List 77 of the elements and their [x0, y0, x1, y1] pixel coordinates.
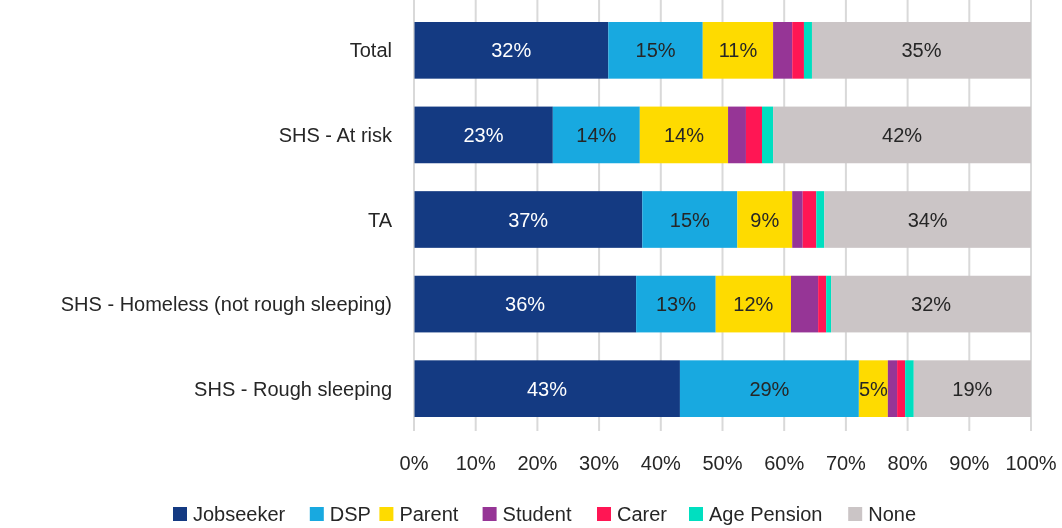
legend-label: Student [502, 503, 572, 525]
bar [639, 106, 729, 164]
data-label: 12% [733, 293, 774, 316]
bar [792, 191, 803, 248]
y-tick-label: SHS - Homeless (not rough sleeping) [60, 293, 392, 316]
bar [897, 360, 906, 417]
bar [831, 275, 1031, 333]
bar [824, 191, 1031, 248]
x-tick-label: 80% [887, 452, 928, 474]
legend-label: DSP [329, 503, 371, 525]
bar [552, 106, 640, 164]
bar [818, 275, 827, 333]
bar [608, 22, 703, 79]
bar [745, 106, 762, 164]
bar [761, 106, 774, 164]
bar [826, 275, 832, 333]
bar [803, 22, 812, 79]
y-tick-label: SHS - At risk [278, 123, 393, 146]
legend-label: Age Pension [709, 503, 823, 525]
data-label: 19% [952, 377, 993, 400]
bar [816, 191, 825, 248]
legend-label: Carer [617, 503, 668, 525]
data-label: 29% [749, 377, 790, 400]
data-label: 5% [858, 377, 889, 400]
data-label: 23% [463, 123, 504, 146]
data-label: 14% [576, 123, 617, 146]
bar [802, 191, 817, 248]
data-label: 36% [505, 293, 546, 316]
x-tick-label: 10% [455, 452, 496, 474]
bar [773, 106, 1031, 164]
bar [642, 191, 738, 248]
bar [414, 106, 553, 164]
bar [913, 360, 1031, 417]
legend-label: Parent [399, 503, 459, 525]
bar [715, 275, 791, 333]
bar [773, 22, 793, 79]
data-label: 35% [901, 39, 942, 62]
x-tick-label: 90% [949, 452, 990, 474]
bar [414, 191, 643, 248]
bar [702, 22, 774, 79]
data-label: 32% [491, 39, 532, 62]
bar [414, 360, 680, 417]
bar [737, 191, 793, 248]
data-label: 15% [635, 39, 676, 62]
data-label: 14% [663, 123, 705, 146]
bar [792, 22, 804, 79]
legend-label: Jobseeker [193, 503, 286, 525]
x-tick-label: 30% [579, 452, 620, 474]
x-tick-label: 60% [764, 452, 805, 474]
bar [811, 22, 1031, 79]
bar [414, 275, 637, 333]
x-tick-label: 40% [640, 452, 682, 474]
data-label: 32% [911, 293, 952, 316]
data-label: 13% [655, 293, 697, 316]
y-tick-label: TA [367, 208, 393, 231]
bar [679, 360, 859, 417]
x-tick-label: 70% [825, 452, 867, 474]
bar [728, 106, 746, 164]
y-tick-label: Total [349, 39, 392, 62]
data-label: 42% [882, 123, 923, 146]
data-label: 43% [526, 377, 568, 400]
legend-label: None [868, 503, 917, 525]
data-label: 11% [718, 39, 758, 62]
data-label: 34% [907, 208, 948, 231]
data-label: 15% [669, 208, 711, 231]
bar [636, 275, 716, 333]
bar [414, 22, 609, 79]
x-tick-label: 20% [517, 452, 558, 474]
y-tick-label: SHS - Rough sleeping [194, 377, 392, 400]
data-label: 9% [750, 208, 780, 231]
x-tick-label: 0% [399, 452, 429, 474]
bar [905, 360, 914, 417]
x-tick-label: 100% [1005, 452, 1057, 474]
data-label: 37% [508, 208, 549, 231]
x-tick-label: 50% [702, 452, 743, 474]
bar [790, 275, 819, 333]
bar [887, 360, 898, 417]
